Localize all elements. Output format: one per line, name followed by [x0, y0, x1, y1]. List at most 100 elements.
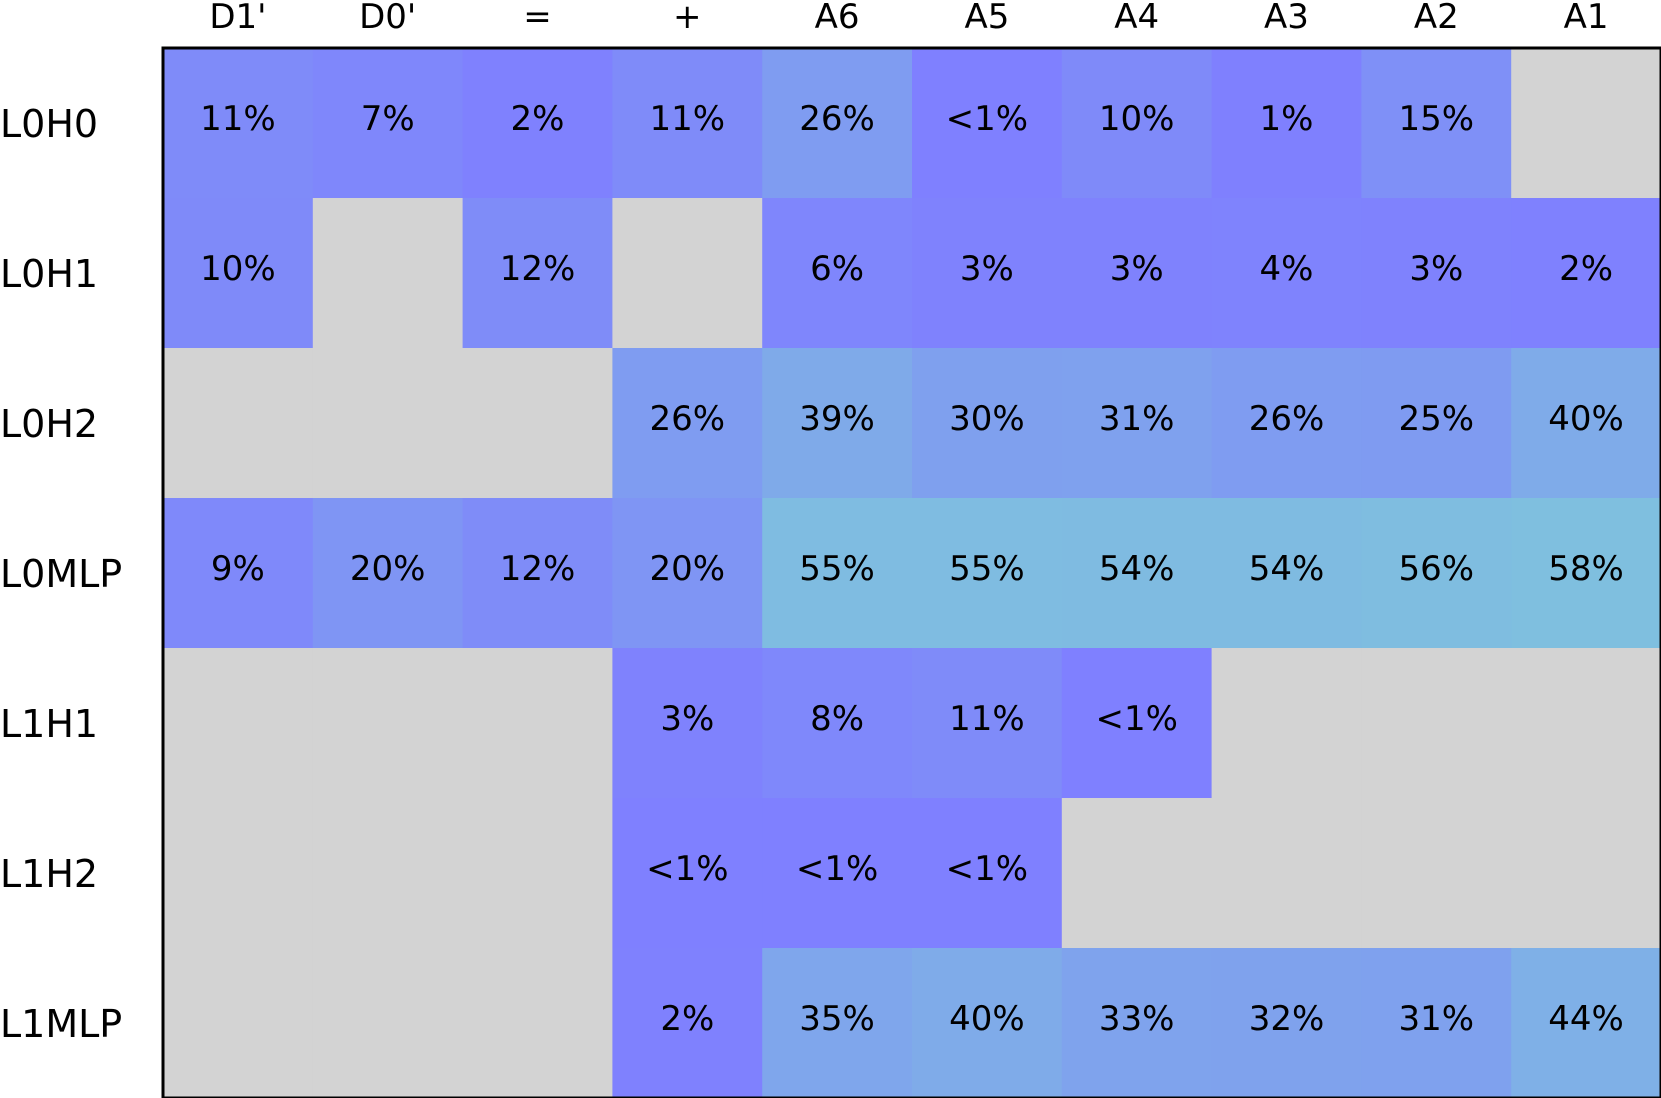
heatmap-cell [612, 948, 763, 1098]
column-label: + [673, 0, 702, 37]
cell-value-label: 35% [799, 999, 875, 1039]
heatmap-cell-empty [1511, 648, 1661, 799]
cell-value-label: 2% [511, 99, 565, 139]
column-label: A3 [1264, 0, 1309, 37]
cell-value-label: 33% [1099, 999, 1175, 1039]
row-label: L0H2 [0, 402, 98, 446]
heatmap-cell [1511, 498, 1661, 649]
heatmap-cell-empty [312, 348, 464, 499]
row-label: L1H1 [0, 702, 98, 746]
heatmap-cell [462, 498, 613, 649]
row-label: L1MLP [0, 1002, 122, 1046]
heatmap-cell [462, 48, 613, 199]
cell-value-label: 10% [200, 249, 276, 289]
cell-value-label: 32% [1249, 999, 1325, 1039]
cell-value-label: 30% [949, 399, 1025, 439]
heatmap-cell [762, 798, 913, 949]
heatmap-cell-empty [462, 348, 613, 499]
heatmap-cell [1511, 198, 1661, 349]
column-label: A6 [815, 0, 860, 37]
row-label: L1H2 [0, 852, 98, 896]
heatmap-cell [912, 48, 1063, 199]
cell-value-label: 3% [660, 699, 714, 739]
heatmap-cell-empty [163, 348, 314, 499]
heatmap-cell-empty [1361, 648, 1512, 799]
row-label: L0H1 [0, 252, 98, 296]
column-label: A5 [964, 0, 1009, 37]
cell-value-label: 20% [650, 549, 726, 589]
heatmap-cell-empty [462, 648, 613, 799]
heatmap-cell [312, 498, 464, 649]
cell-value-label: 26% [799, 99, 875, 139]
heatmap-cell [762, 648, 913, 799]
heatmap-cell [462, 198, 613, 349]
cell-value-label: 2% [660, 999, 714, 1039]
heatmap-cell [163, 498, 314, 649]
heatmap-cell [1361, 348, 1512, 499]
heatmap-cell [612, 48, 763, 199]
cell-value-label: 55% [799, 549, 875, 589]
heatmap-cell [1061, 198, 1213, 349]
cell-value-label: 3% [1110, 249, 1164, 289]
heatmap-cells: 11% 7% 2% 11% 26% <1% 10% 1% 15% 10% 12% 6% 3% 3% 4% 3%… [163, 48, 1661, 1098]
heatmap-cell-empty [312, 648, 464, 799]
heatmap-cell [1211, 948, 1362, 1098]
heatmap-cell [1361, 48, 1512, 199]
column-label: D1' [209, 0, 266, 37]
heatmap-cell [612, 348, 763, 499]
heatmap-cell [912, 948, 1063, 1098]
cell-value-label: 26% [1249, 399, 1325, 439]
heatmap-cell [1361, 498, 1512, 649]
cell-value-label: 58% [1548, 549, 1624, 589]
cell-value-label: 12% [500, 549, 576, 589]
heatmap-cell [1061, 648, 1213, 799]
heatmap-cell [762, 948, 913, 1098]
heatmap-cell [612, 648, 763, 799]
heatmap-cell [1061, 48, 1213, 199]
heatmap-cell-empty [1211, 648, 1362, 799]
cell-value-label: 9% [211, 549, 265, 589]
cell-value-label: 10% [1099, 99, 1175, 139]
heatmap-cell [912, 498, 1063, 649]
cell-value-label: 4% [1260, 249, 1314, 289]
heatmap-cell [1211, 48, 1362, 199]
cell-value-label: <1% [946, 849, 1028, 889]
heatmap-cell [912, 198, 1063, 349]
heatmap-cell [762, 198, 913, 349]
cell-value-label: <1% [646, 849, 728, 889]
heatmap-cell [1061, 348, 1213, 499]
heatmap-cell [163, 198, 314, 349]
cell-value-label: 3% [960, 249, 1014, 289]
heatmap-cell-empty [1211, 798, 1362, 949]
heatmap-cell [1361, 198, 1512, 349]
heatmap-cell [762, 348, 913, 499]
heatmap-cell [912, 348, 1063, 499]
heatmap-cell-empty [462, 948, 613, 1098]
cell-value-label: 8% [810, 699, 864, 739]
cell-value-label: 6% [810, 249, 864, 289]
cell-value-label: 11% [650, 99, 726, 139]
cell-value-label: 40% [949, 999, 1025, 1039]
row-labels: L0H0 L0H1 L0H2 L0MLP L1H1 L1H2 L1MLP [0, 102, 122, 1046]
heatmap-cell [912, 648, 1063, 799]
heatmap-cell [1061, 948, 1213, 1098]
cell-value-label: 54% [1099, 549, 1175, 589]
heatmap-cell [762, 498, 913, 649]
heatmap-cell [1211, 198, 1362, 349]
heatmap-cell-empty [1511, 798, 1661, 949]
heatmap-cell-empty [312, 798, 464, 949]
cell-value-label: 3% [1409, 249, 1463, 289]
column-label: A4 [1114, 0, 1159, 37]
cell-value-label: <1% [1095, 699, 1177, 739]
column-labels: D1' D0' = + A6 A5 A4 A3 A2 A1 [209, 0, 1608, 37]
cell-value-label: 25% [1399, 399, 1475, 439]
heatmap-cell-empty [163, 948, 314, 1098]
heatmap-cell-empty [1061, 798, 1213, 949]
cell-value-label: 55% [949, 549, 1025, 589]
cell-value-label: 20% [350, 549, 426, 589]
heatmap-cell-empty [163, 798, 314, 949]
cell-value-label: 1% [1260, 99, 1314, 139]
heatmap-cell [1211, 348, 1362, 499]
heatmap-cell-empty [312, 198, 464, 349]
